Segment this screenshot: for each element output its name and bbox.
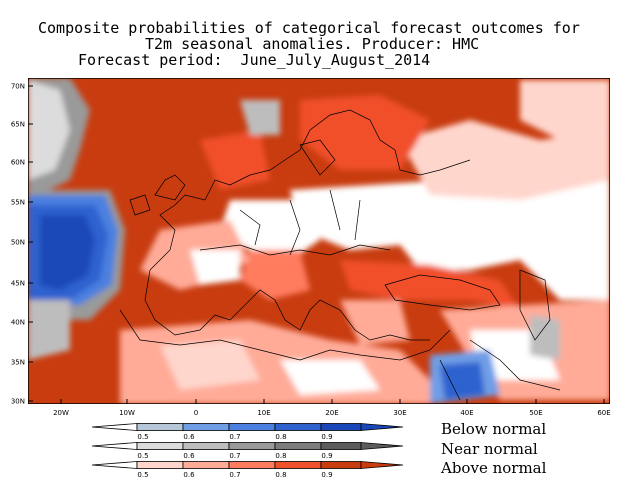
legend-tick-label: 0.7 [229, 433, 240, 441]
legend-label-near: Near normal [441, 440, 538, 458]
legend-tick-label: 0.8 [275, 471, 286, 479]
legend-swatch [136, 461, 184, 469]
legend-bar: 0.5 0.6 0.7 0.8 0.9 [91, 442, 404, 460]
lat-tick-label: 65N [11, 121, 25, 129]
legend-tick-label: 0.6 [183, 452, 195, 460]
legend-tick-label: 0.6 [183, 433, 195, 441]
legend-arrow-left [91, 423, 138, 431]
coastlines [119, 109, 561, 401]
legend-swatch [274, 423, 322, 431]
lat-tick-label: 45N [11, 280, 25, 288]
lon-tick-label: 50E [529, 409, 542, 417]
lon-tick-label: 20W [53, 409, 69, 417]
lon-tick-label: 60E [597, 409, 610, 417]
legend-arrow-left [91, 461, 138, 469]
lon-tick-label: 0 [194, 409, 198, 417]
latitude-axis: 70N 65N 60N 55N 50N 45N 40N 35N 30N [11, 83, 33, 406]
legend-tick-label: 0.5 [137, 471, 148, 479]
legend-swatch [320, 423, 362, 431]
lat-tick-label: 30N [11, 398, 25, 406]
legend-swatch [228, 442, 276, 450]
title-line-3: Forecast period: June_July_August_2014 [78, 51, 431, 69]
legend-swatch [182, 442, 230, 450]
legend-label-below: Below normal [441, 420, 547, 438]
legend-label-above: Above normal [441, 459, 547, 477]
legend-swatch [136, 442, 184, 450]
legend-arrow-right [360, 461, 404, 469]
legend-swatch [228, 461, 276, 469]
lat-tick-label: 60N [11, 159, 25, 167]
legend-tick-label: 0.9 [321, 452, 332, 460]
legend-arrow-left [91, 442, 138, 450]
legend-tick-label: 0.9 [321, 433, 332, 441]
legend-tick-label: 0.5 [137, 452, 148, 460]
legend-swatch [136, 423, 184, 431]
legend-tick-label: 0.6 [183, 471, 195, 479]
legend-tick-label: 0.9 [321, 471, 332, 479]
lat-tick-label: 35N [11, 359, 25, 367]
legend-tick-label: 0.7 [229, 471, 240, 479]
legend-swatch [182, 423, 230, 431]
legend-bar: 0.5 0.6 0.7 0.8 0.9 [91, 461, 404, 479]
legend-swatch [228, 423, 276, 431]
legend-arrow-right [360, 442, 404, 450]
legend-bar: 0.5 0.6 0.7 0.8 0.9 [91, 423, 404, 441]
legend-swatch [320, 442, 362, 450]
lon-tick-label: 10E [257, 409, 270, 417]
title-line-1: Composite probabilities of categorical f… [38, 19, 580, 37]
legend-tick-label: 0.8 [275, 452, 286, 460]
legend-swatch [182, 461, 230, 469]
legend-arrow-right [360, 423, 404, 431]
lat-tick-label: 40N [11, 319, 25, 327]
lon-tick-label: 40E [460, 409, 473, 417]
lat-tick-label: 50N [11, 239, 25, 247]
lat-tick-label: 55N [11, 199, 25, 207]
legend: 0.5 0.6 0.7 0.8 0.90.5 0.6 0.7 0.8 0.90.5 0.6 0.7 0… [91, 423, 404, 479]
title-line-2: T2m seasonal anomalies. Producer: HMC [145, 35, 480, 53]
lon-tick-label: 10W [119, 409, 135, 417]
legend-swatch [274, 442, 322, 450]
legend-tick-label: 0.7 [229, 452, 240, 460]
legend-swatch [274, 461, 322, 469]
legend-tick-label: 0.8 [275, 433, 286, 441]
lon-tick-label: 30E [393, 409, 406, 417]
probability-field [28, 78, 610, 404]
lat-tick-label: 70N [11, 83, 25, 91]
lon-tick-label: 20E [325, 409, 338, 417]
longitude-axis: 20W 10W 0 10E 20E 30E 40E 50E 60E [53, 399, 611, 417]
legend-tick-label: 0.5 [137, 433, 148, 441]
legend-swatch [320, 461, 362, 469]
